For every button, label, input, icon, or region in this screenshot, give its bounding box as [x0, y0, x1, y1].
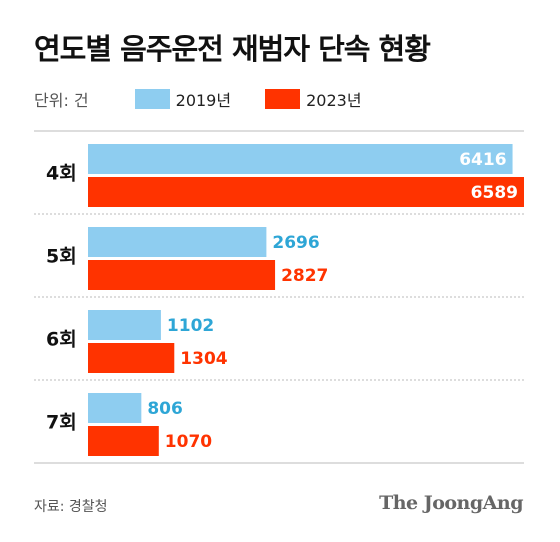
data-label-2019: 806 [147, 399, 183, 419]
bar-2023 [88, 426, 159, 456]
bar-2019 [88, 393, 142, 423]
data-label-2019: 6416 [459, 150, 506, 170]
data-label-2019: 2696 [272, 233, 319, 253]
bar-2019 [88, 310, 161, 340]
source-note: 자료: 경찰청 [34, 499, 108, 515]
bar-2023 [88, 260, 276, 290]
legend-label-2023: 2023년 [306, 91, 362, 110]
bar-2023 [88, 343, 175, 373]
data-label-2023: 1070 [165, 432, 212, 452]
bar-2023 [88, 177, 524, 207]
legend-item-2019: 2019년 [134, 87, 232, 111]
category-label: 5회 [46, 246, 77, 268]
data-label-2023: 1304 [180, 349, 227, 369]
unit-label: 단위: 건 [34, 91, 89, 110]
legend-swatch-2023 [265, 89, 301, 109]
legend-swatch-2019 [134, 89, 170, 109]
category-label: 7회 [46, 412, 77, 434]
legend-item-2023: 2023년 [265, 87, 362, 111]
data-label-2023: 6589 [471, 183, 518, 203]
legend: 단위: 건 2019년 2023년 [34, 88, 396, 110]
chart-title: 연도별 음주운전 재범자 단속 현황 [34, 32, 431, 66]
category-label: 6회 [46, 329, 77, 351]
data-label-2019: 1102 [167, 316, 214, 336]
bar-2019 [88, 144, 513, 174]
bar-2019 [88, 227, 267, 257]
data-label-2023: 2827 [281, 266, 328, 286]
legend-label-2019: 2019년 [175, 91, 232, 110]
category-label: 4회 [46, 163, 77, 185]
brand-logo: The JoongAng [379, 492, 523, 514]
